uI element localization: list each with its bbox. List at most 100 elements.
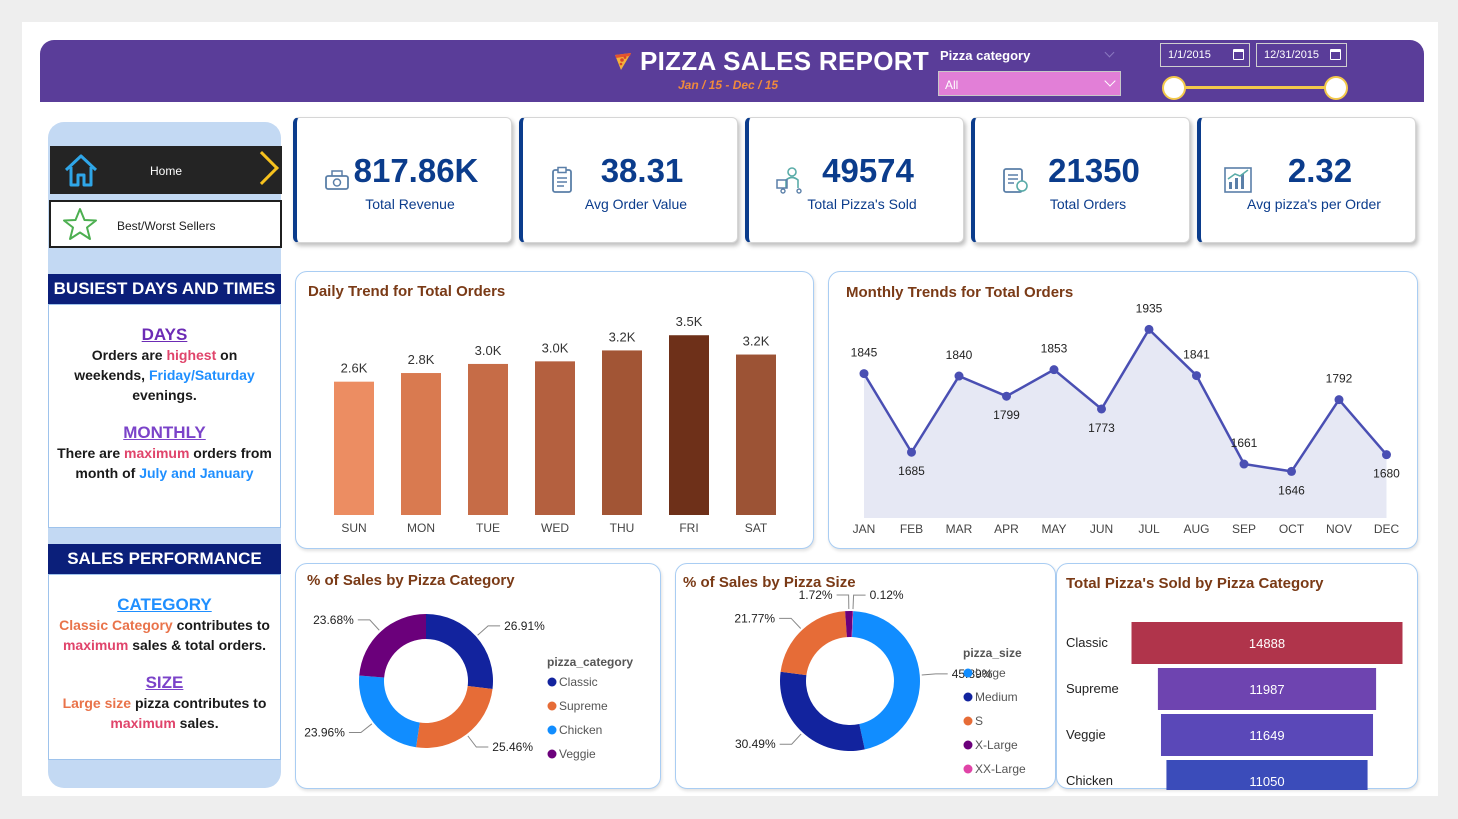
header-bar — [40, 40, 1424, 102]
monthly-x-tick: MAY — [1041, 522, 1066, 536]
monthly-point-oct — [1287, 466, 1296, 476]
size-legend-label: XX-Large — [975, 762, 1026, 776]
kpi-total-orders: 21350 Total Orders — [971, 117, 1190, 243]
date-slider-end-handle[interactable] — [1324, 76, 1348, 100]
category-value-label: 25.46% — [492, 740, 533, 754]
daily-x-tick: FRI — [679, 521, 698, 535]
category-donut-title: % of Sales by Pizza Category — [307, 572, 515, 589]
monthly-point-sep — [1239, 459, 1249, 469]
size-title: SIZE — [145, 673, 184, 692]
date-slider-start-handle[interactable] — [1162, 76, 1186, 100]
funnel-bar-value: 11987 — [1249, 682, 1284, 697]
kpi-label: Total Orders — [1049, 196, 1127, 212]
category-legend-marker — [547, 725, 557, 735]
daily-bar-fri — [669, 335, 709, 515]
date-start-input[interactable]: 1/1/2015 — [1160, 43, 1250, 67]
size-legend-title: pizza_size — [963, 646, 1022, 660]
daily-bar-label: 3.0K — [542, 340, 569, 355]
daily-x-tick: WED — [541, 521, 569, 535]
calendar-icon[interactable] — [1330, 49, 1341, 60]
kpi-total-revenue: 817.86K Total Revenue — [293, 117, 512, 243]
category-leader-line — [477, 625, 501, 636]
monthly-point-jan — [859, 369, 869, 379]
kpi-label: Avg Order Value — [584, 196, 688, 212]
delivery-icon — [776, 167, 802, 194]
daily-trend-card: Daily Trend for Total Orders 2.6K SUN 2.8K… — [295, 271, 814, 549]
category-value-label: 26.91% — [504, 619, 545, 633]
kpi-value: 21350 — [1048, 152, 1140, 189]
sales-performance-panel: CATEGORY Classic Category contributes to… — [48, 574, 281, 760]
monthly-text: There are maximum orders from month of J… — [57, 445, 272, 481]
monthly-point-feb — [907, 447, 916, 457]
nav-home-button[interactable]: Home — [50, 146, 282, 194]
size-slice-x-large — [845, 611, 853, 638]
growth-chart-icon — [1224, 167, 1252, 193]
monthly-point-label: 1680 — [1373, 467, 1400, 481]
funnel-bar-value: 11050 — [1249, 774, 1284, 789]
category-legend-marker — [547, 749, 557, 759]
category-slice-chicken — [359, 675, 420, 748]
busiest-days-heading: BUSIEST DAYS AND TIMES — [48, 274, 281, 304]
funnel-bar-veggie — [1160, 714, 1374, 756]
nav-best-worst-button[interactable]: Best/Worst Sellers — [49, 200, 282, 248]
chevron-down-icon — [1104, 75, 1116, 87]
busiest-days-panel: DAYS Orders are highest on weekends, Fri… — [48, 304, 281, 528]
monthly-point-jun — [1097, 404, 1106, 414]
daily-trend-chart: 2.6K SUN 2.8K MON 3.0K TUE 3.0K WED 3.2K THU 3.5K F… — [334, 314, 776, 535]
size-donut-chart: 45.89%30.49%21.77%1.72%0.12%pizza_sizeLa… — [734, 588, 1026, 776]
monthly-title: MONTHLY — [123, 423, 206, 442]
funnel-bar-chicken — [1166, 760, 1368, 790]
category-slice-supreme — [416, 686, 493, 748]
monthly-point-label: 1845 — [851, 346, 878, 360]
kpi-avg-pizzas-per-order: 2.32 Avg pizza's per Order — [1197, 117, 1416, 243]
funnel-category-label: Supreme — [1066, 681, 1119, 696]
monthly-point-mar — [954, 371, 964, 381]
monthly-point-apr — [1002, 391, 1011, 401]
page-title: PIZZA SALES REPORT — [612, 46, 929, 77]
monthly-x-tick: AUG — [1183, 522, 1209, 536]
kpi-total-pizzas-sold: 49574 Total Pizza's Sold — [745, 117, 964, 243]
category-leader-line — [357, 619, 380, 631]
funnel-bar-classic — [1131, 622, 1403, 664]
monthly-point-aug — [1192, 371, 1201, 381]
monthly-trend-chart: 1845 JAN 1685 FEB 1840 MAR 1799 APR 1853 MAY 1773 J… — [851, 301, 1401, 536]
monthly-point-label: 1853 — [1041, 342, 1068, 356]
calendar-icon[interactable] — [1233, 49, 1244, 60]
size-slice-medium — [780, 671, 865, 751]
monthly-point-may — [1049, 365, 1059, 375]
pizza-category-select[interactable]: All — [938, 71, 1121, 96]
daily-x-tick: SUN — [341, 521, 366, 535]
date-end-input[interactable]: 12/31/2015 — [1256, 43, 1347, 67]
funnel-bar-value: 14888 — [1249, 636, 1285, 651]
size-legend-marker — [963, 740, 973, 750]
funnel-chart: 14888 Classic 11987 Supreme 11649 Veggie 11050… — [1066, 622, 1403, 790]
date-range-slider-track[interactable] — [1174, 86, 1336, 89]
monthly-x-tick: JUN — [1090, 522, 1113, 536]
category-leader-line — [348, 723, 373, 734]
kpi-value: 49574 — [822, 152, 914, 189]
daily-bar-thu — [602, 350, 642, 515]
kpi-label: Total Revenue — [365, 196, 455, 212]
size-value-label: 0.12% — [870, 588, 904, 602]
monthly-x-tick: SEP — [1232, 522, 1256, 536]
daily-x-tick: SAT — [745, 521, 768, 535]
daily-bar-label: 3.2K — [609, 329, 636, 344]
sales-performance-heading: SALES PERFORMANCE — [48, 544, 281, 574]
size-donut-card: % of Sales by Pizza Size 45.89%30.49%21.… — [675, 563, 1056, 789]
daily-trend-title: Daily Trend for Total Orders — [308, 283, 506, 300]
monthly-x-tick: JUL — [1138, 522, 1160, 536]
nav-best-worst-label: Best/Worst Sellers — [117, 219, 216, 233]
monthly-x-tick: OCT — [1279, 522, 1305, 536]
dashboard-page: PIZZA SALES REPORT Jan / 15 - Dec / 15 P… — [22, 22, 1438, 796]
monthly-point-label: 1661 — [1231, 436, 1258, 450]
category-donut-chart: 26.91% 25.46% 23.96% 23.68% pizza_category Cl… — [304, 613, 633, 761]
category-legend-label: Veggie — [559, 747, 596, 761]
clipboard-icon — [552, 166, 572, 193]
category-legend-marker — [547, 677, 557, 687]
kpi-avg-order-value: 38.31 Avg Order Value — [519, 117, 738, 243]
size-leader-line — [921, 673, 948, 676]
kpi-label: Avg pizza's per Order — [1247, 196, 1381, 212]
monthly-x-tick: NOV — [1326, 522, 1352, 536]
size-legend-label: X-Large — [975, 738, 1018, 752]
funnel-category-label: Veggie — [1066, 727, 1106, 742]
